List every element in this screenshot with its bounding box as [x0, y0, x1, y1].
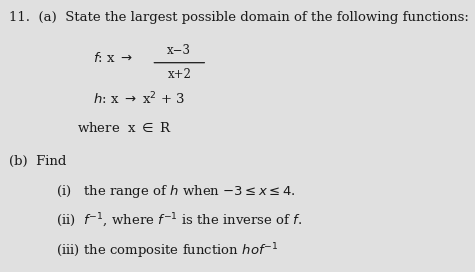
Text: (b)  Find: (b) Find	[10, 155, 67, 168]
Text: (iii) the composite function $hof^{-1}$: (iii) the composite function $hof^{-1}$	[56, 241, 278, 261]
Text: x−3: x−3	[167, 44, 191, 57]
Text: $f$: x $\rightarrow$: $f$: x $\rightarrow$	[93, 51, 133, 65]
Text: $h$: x $\rightarrow$ x$^2$ + 3: $h$: x $\rightarrow$ x$^2$ + 3	[93, 91, 185, 107]
Text: 11.  (a)  State the largest possible domain of the following functions:: 11. (a) State the largest possible domai…	[10, 11, 469, 24]
Text: x+2: x+2	[167, 68, 191, 81]
Text: where  x $\in$ R: where x $\in$ R	[77, 121, 172, 135]
Text: (ii)  $f^{-1}$, where $f^{-1}$ is the inverse of $f$.: (ii) $f^{-1}$, where $f^{-1}$ is the inv…	[56, 212, 303, 230]
Text: (i)   the range of $h$ when $-3 \leq x \leq 4$.: (i) the range of $h$ when $-3 \leq x \le…	[56, 183, 296, 200]
